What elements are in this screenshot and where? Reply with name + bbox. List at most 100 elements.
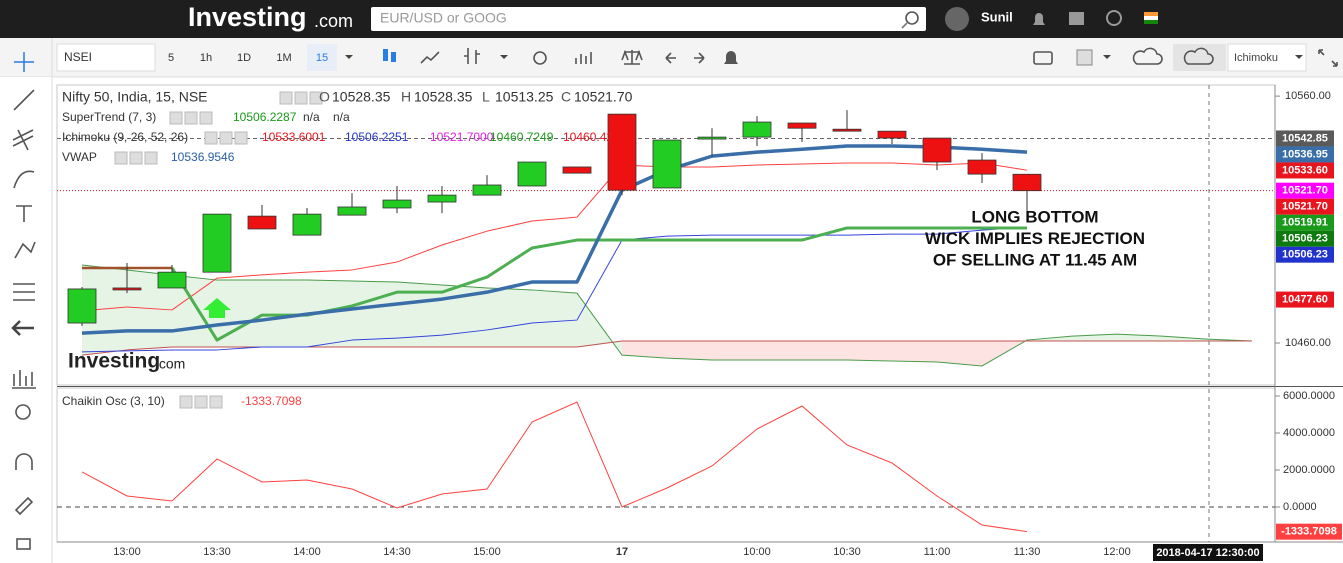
line-icon[interactable]	[420, 51, 440, 64]
user-name[interactable]: Sunil	[981, 9, 1013, 24]
interval-button[interactable]: 15	[316, 52, 328, 64]
back-icon[interactable]	[11, 320, 34, 336]
x-tick-label: 14:00	[293, 546, 321, 558]
logo[interactable]: Investing	[188, 2, 307, 32]
symbol-box[interactable]	[56, 43, 156, 72]
cloud-fill	[262, 280, 307, 347]
candle-body	[517, 161, 547, 187]
pattern-tool[interactable]	[14, 241, 36, 259]
legend-icon[interactable]	[294, 91, 308, 105]
search-box[interactable]	[371, 7, 926, 31]
legend-icon[interactable]	[219, 131, 233, 145]
indicator-name: Ichimoku	[1234, 52, 1278, 64]
price-tag	[1276, 246, 1334, 263]
interval-button[interactable]: 1h	[200, 52, 212, 64]
legend-icon[interactable]	[309, 91, 323, 105]
brush-tool[interactable]	[13, 170, 35, 189]
candle-body	[967, 159, 997, 175]
template-icon[interactable]	[1076, 49, 1093, 66]
portfolio-icon[interactable]	[1069, 12, 1084, 25]
price-tag	[1276, 291, 1334, 308]
legend-text: 10513.25	[495, 89, 554, 105]
candle-body	[427, 194, 457, 203]
legend-icon[interactable]	[204, 131, 218, 145]
candle-icon[interactable]	[383, 49, 388, 61]
search-placeholder: EUR/USD or GOOG	[380, 10, 507, 26]
alert-icon[interactable]	[724, 51, 738, 64]
legend-text: 10528.35	[414, 89, 473, 105]
measure-tool[interactable]	[12, 370, 36, 389]
legend-icon[interactable]	[199, 111, 213, 125]
legend-icon[interactable]	[179, 395, 193, 409]
interval-button[interactable]: 5	[168, 52, 174, 64]
bar-icon[interactable]	[464, 48, 480, 64]
legend-text: L	[482, 89, 490, 105]
avatar[interactable]	[945, 7, 969, 31]
indicator-select[interactable]	[1227, 43, 1307, 72]
line-tool[interactable]	[13, 89, 35, 111]
fullscreen-icon[interactable]	[1318, 49, 1338, 67]
x-tick-label: 13:30	[203, 546, 231, 558]
legend-icon[interactable]	[169, 111, 183, 125]
crosshair-time-tag	[1153, 544, 1263, 561]
crosshair-tool[interactable]	[14, 52, 34, 72]
x-tick-label: 14:30	[383, 546, 411, 558]
dropdown-arrow[interactable]	[500, 55, 508, 59]
price-tag-label: 10521.70	[1282, 185, 1328, 197]
text-tool[interactable]	[16, 205, 32, 222]
lock-drawing-tool[interactable]	[14, 496, 34, 516]
fib-tool[interactable]	[12, 129, 34, 151]
x-tick-label: 11:00	[924, 546, 951, 558]
osc-y-tick-label: 2000.0000	[1283, 464, 1335, 476]
price-pane[interactable]	[56, 84, 1276, 386]
interval-button[interactable]: 1M	[276, 52, 291, 64]
bell-icon[interactable]	[1033, 13, 1045, 25]
indicator-line	[81, 144, 1028, 335]
cloud-fill	[397, 282, 442, 347]
legend-icon[interactable]	[184, 111, 198, 125]
legend-icon[interactable]	[279, 91, 293, 105]
search-icon[interactable]	[905, 11, 919, 25]
camera-icon[interactable]	[1033, 51, 1053, 65]
logo-suffix[interactable]: .com	[314, 11, 353, 31]
price-tag	[1276, 214, 1334, 231]
x-tick-label: 13:00	[113, 546, 141, 558]
redo-icon[interactable]	[694, 52, 705, 64]
cloud-span	[81, 264, 1253, 367]
candle-body	[382, 199, 412, 209]
prediction-tool[interactable]	[13, 283, 35, 301]
unlock-tool[interactable]	[16, 538, 31, 550]
legend-icon[interactable]	[194, 395, 208, 409]
dropdown-arrow[interactable]	[345, 55, 353, 59]
legend-icon[interactable]	[209, 395, 223, 409]
settings-icon[interactable]	[533, 51, 547, 65]
undo-icon[interactable]	[665, 52, 676, 64]
magnet-tool[interactable]	[15, 453, 33, 470]
price-tag-label: 10477.60	[1282, 293, 1328, 305]
zoom-tool[interactable]	[15, 404, 31, 420]
cloud-load-icon[interactable]	[1132, 47, 1163, 65]
x-tick-label: 11:30	[1014, 546, 1041, 558]
legend-text: SuperTrend (7, 3)	[62, 110, 156, 124]
legend-icon[interactable]	[144, 151, 158, 165]
indicators-icon[interactable]	[575, 52, 592, 64]
osc-value-tag-label: -1333.7098	[1281, 526, 1337, 538]
legend-icon[interactable]	[114, 151, 128, 165]
candle-body	[157, 271, 187, 289]
legend-text: n/a	[303, 110, 320, 124]
compare-icon[interactable]	[621, 49, 643, 65]
clock-icon[interactable]	[1106, 10, 1122, 26]
watermark-suffix: .com	[155, 356, 185, 372]
flag-icon	[1144, 16, 1158, 20]
symbol: NSEI	[64, 50, 92, 64]
osc-y-tick-label: 6000.0000	[1283, 390, 1335, 402]
candle-body	[607, 113, 637, 191]
flag-icon[interactable]	[1144, 12, 1158, 16]
oscillator-pane[interactable]	[56, 387, 1276, 543]
interval-button[interactable]: 1D	[237, 52, 251, 64]
flag-icon	[1144, 20, 1158, 24]
cloud-fill	[937, 341, 982, 366]
legend-icon[interactable]	[129, 151, 143, 165]
legend-icon[interactable]	[234, 131, 248, 145]
dropdown-arrow[interactable]	[1103, 55, 1111, 59]
